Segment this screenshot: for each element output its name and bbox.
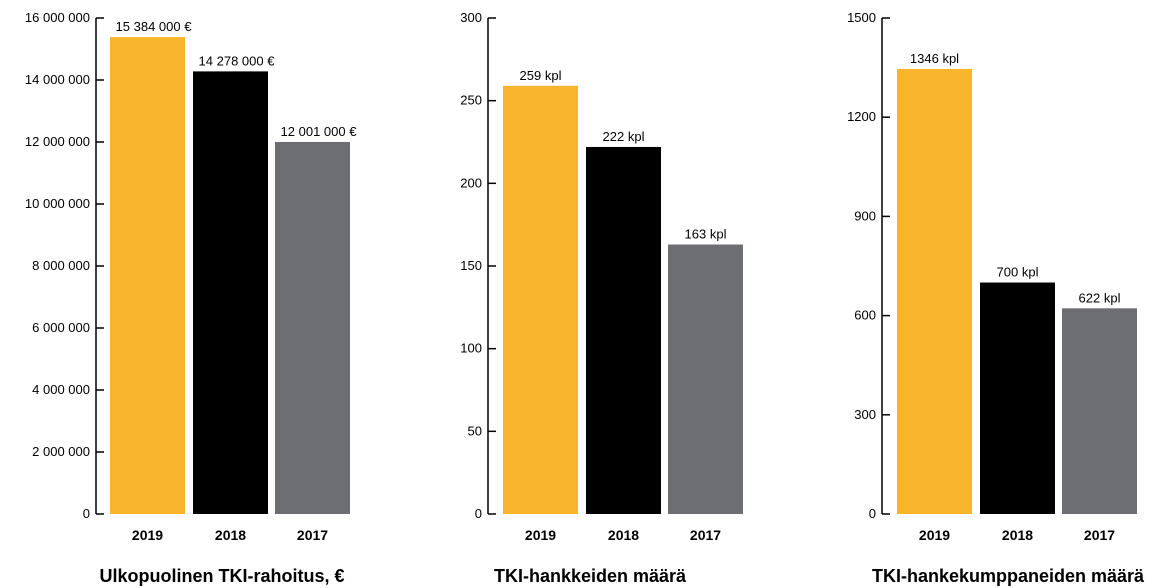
y-tick-label: 50 <box>468 423 482 438</box>
data-label-2019: 15 384 000 € <box>116 19 193 34</box>
y-tick-label: 14 000 000 <box>25 72 90 87</box>
y-tick-label: 2 000 000 <box>32 444 90 459</box>
category-label-2019: 2019 <box>919 527 950 543</box>
data-label-2018: 14 278 000 € <box>199 53 276 68</box>
data-label-2018: 222 kpl <box>603 129 645 144</box>
y-tick-label: 0 <box>83 506 90 521</box>
y-tick-label: 100 <box>460 341 482 356</box>
category-label-2019: 2019 <box>132 527 163 543</box>
y-tick-label: 600 <box>854 308 876 323</box>
category-label-2018: 2018 <box>1002 527 1033 543</box>
y-tick-label: 12 000 000 <box>25 134 90 149</box>
category-label-2017: 2017 <box>1084 527 1115 543</box>
data-label-2017: 163 kpl <box>685 227 727 242</box>
bar-2019 <box>503 85 578 514</box>
bar-2017 <box>275 141 350 514</box>
y-tick-label: 1500 <box>847 10 876 25</box>
category-label-2019: 2019 <box>525 527 556 543</box>
y-tick-label: 150 <box>460 258 482 273</box>
y-tick-label: 16 000 000 <box>25 10 90 25</box>
chart-title: TKI-hankekumppaneiden määrä <box>872 566 1145 586</box>
bar-2019 <box>897 68 972 514</box>
y-tick-label: 6 000 000 <box>32 320 90 335</box>
data-label-2017: 622 kpl <box>1079 290 1121 305</box>
category-label-2017: 2017 <box>690 527 721 543</box>
bar-2018 <box>980 282 1055 514</box>
data-label-2017: 12 001 000 € <box>281 124 358 139</box>
bar-2018 <box>193 71 268 514</box>
bar-2017 <box>668 244 743 515</box>
y-tick-label: 300 <box>854 407 876 422</box>
category-label-2018: 2018 <box>215 527 246 543</box>
y-tick-label: 250 <box>460 93 482 108</box>
y-tick-label: 4 000 000 <box>32 382 90 397</box>
data-label-2019: 1346 kpl <box>910 51 959 66</box>
chart-title: Ulkopuolinen TKI-rahoitus, € <box>99 566 344 586</box>
y-tick-label: 1200 <box>847 109 876 124</box>
bar-2017 <box>1062 308 1137 514</box>
y-tick-label: 300 <box>460 10 482 25</box>
y-tick-label: 0 <box>475 506 482 521</box>
data-label-2019: 259 kpl <box>520 68 562 83</box>
y-tick-label: 8 000 000 <box>32 258 90 273</box>
chart-title: TKI-hankkeiden määrä <box>494 566 687 586</box>
category-label-2018: 2018 <box>608 527 639 543</box>
bar-2019 <box>110 37 185 514</box>
y-tick-label: 10 000 000 <box>25 196 90 211</box>
y-tick-label: 200 <box>460 175 482 190</box>
category-label-2017: 2017 <box>297 527 328 543</box>
bar-2018 <box>586 146 661 514</box>
y-tick-label: 900 <box>854 208 876 223</box>
data-label-2018: 700 kpl <box>997 265 1039 280</box>
y-tick-label: 0 <box>869 506 876 521</box>
